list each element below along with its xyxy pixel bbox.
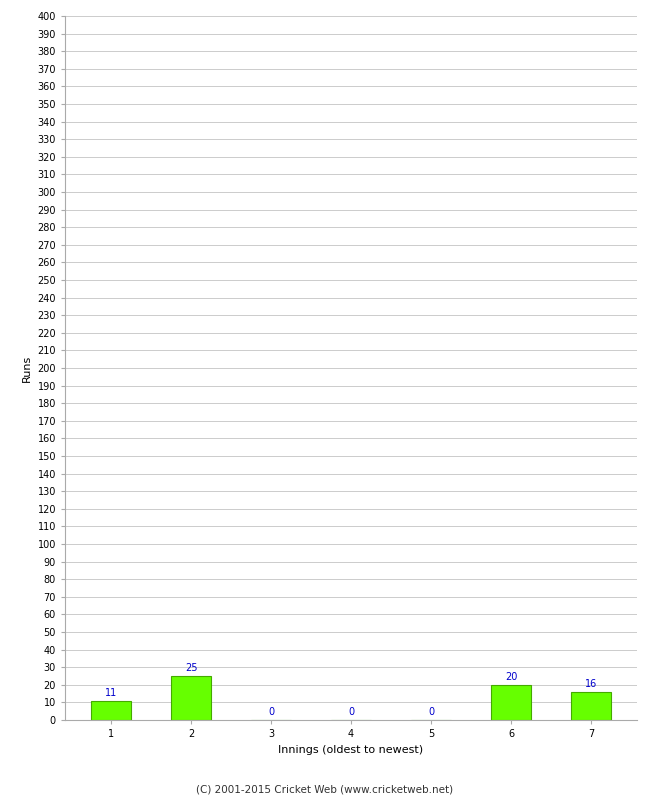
- Bar: [91, 701, 131, 720]
- Bar: [571, 692, 611, 720]
- Text: 0: 0: [268, 707, 274, 718]
- X-axis label: Innings (oldest to newest): Innings (oldest to newest): [278, 745, 424, 754]
- Y-axis label: Runs: Runs: [22, 354, 32, 382]
- Text: 20: 20: [505, 672, 517, 682]
- Bar: [491, 685, 531, 720]
- Bar: [171, 676, 211, 720]
- Text: 0: 0: [348, 707, 354, 718]
- Text: 0: 0: [428, 707, 434, 718]
- Text: 25: 25: [185, 663, 197, 674]
- Text: 16: 16: [585, 679, 597, 690]
- Text: 11: 11: [105, 688, 117, 698]
- Text: (C) 2001-2015 Cricket Web (www.cricketweb.net): (C) 2001-2015 Cricket Web (www.cricketwe…: [196, 784, 454, 794]
